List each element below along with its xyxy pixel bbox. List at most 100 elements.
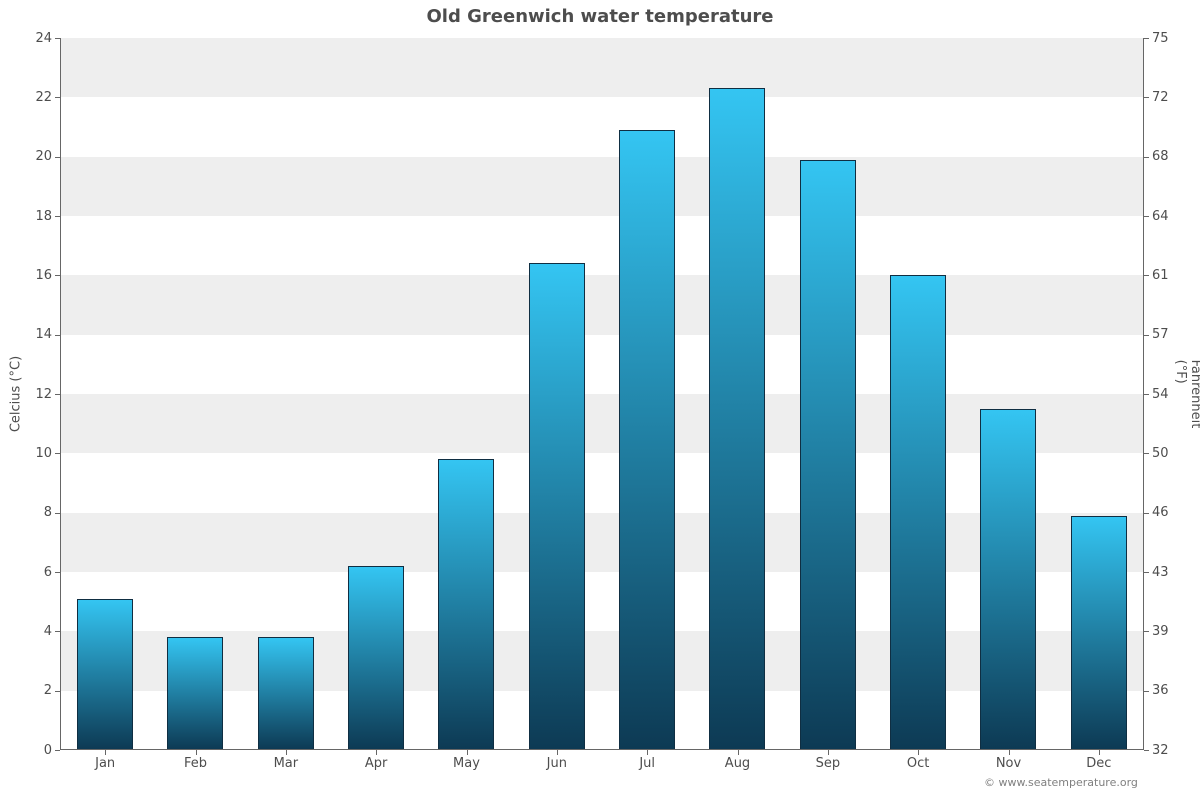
grid-band — [60, 97, 1144, 156]
attribution-text: © www.seatemperature.org — [984, 776, 1138, 789]
x-tick — [738, 750, 739, 755]
x-tick — [647, 750, 648, 755]
y-right-tick — [1144, 572, 1149, 573]
x-tick-label: Dec — [1086, 756, 1111, 771]
y-right-tick — [1144, 38, 1149, 39]
y-left-tick-label: 10 — [35, 446, 52, 461]
y-right-tick-label: 43 — [1152, 565, 1169, 580]
x-tick-label: Sep — [816, 756, 841, 771]
y-left-tick — [55, 513, 60, 514]
y-right-tick — [1144, 157, 1149, 158]
bar — [258, 637, 314, 750]
x-tick — [1009, 750, 1010, 755]
x-tick-label: Nov — [996, 756, 1021, 771]
y-right-tick-label: 39 — [1152, 624, 1169, 639]
y-left-tick — [55, 335, 60, 336]
y-axis-left-label: Celcius (°C) — [9, 356, 24, 432]
y-right-tick — [1144, 97, 1149, 98]
bar — [529, 263, 585, 750]
y-left-tick — [55, 38, 60, 39]
x-tick-label: Jan — [95, 756, 115, 771]
x-tick-label: Mar — [274, 756, 299, 771]
chart-container: Old Greenwich water temperature Celcius … — [0, 0, 1200, 800]
y-right-tick-label: 72 — [1152, 90, 1169, 105]
y-left-tick-label: 18 — [35, 209, 52, 224]
y-left-tick — [55, 216, 60, 217]
x-tick — [105, 750, 106, 755]
x-tick-label: Oct — [907, 756, 929, 771]
y-left-tick-label: 0 — [44, 743, 52, 758]
y-left-tick — [55, 394, 60, 395]
plot-area — [60, 38, 1144, 750]
x-tick-label: Aug — [725, 756, 750, 771]
y-right-tick-label: 68 — [1152, 149, 1169, 164]
bar — [1071, 516, 1127, 750]
y-right-tick — [1144, 394, 1149, 395]
y-left-tick — [55, 691, 60, 692]
y-left-tick-label: 2 — [44, 683, 52, 698]
y-right-tick — [1144, 216, 1149, 217]
y-left-tick-label: 8 — [44, 505, 52, 520]
y-left-tick-label: 6 — [44, 565, 52, 580]
bar — [800, 160, 856, 750]
y-right-tick-label: 64 — [1152, 209, 1169, 224]
x-tick — [376, 750, 377, 755]
x-tick-label: Jul — [639, 756, 655, 771]
y-right-tick — [1144, 453, 1149, 454]
x-tick-label: Feb — [184, 756, 207, 771]
x-tick-label: Apr — [365, 756, 388, 771]
grid-band — [60, 216, 1144, 275]
x-tick — [286, 750, 287, 755]
x-tick — [828, 750, 829, 755]
bar — [890, 275, 946, 750]
bar — [438, 459, 494, 750]
y-right-tick-label: 75 — [1152, 31, 1169, 46]
y-left-tick-label: 16 — [35, 268, 52, 283]
y-right-tick — [1144, 513, 1149, 514]
y-right-tick — [1144, 275, 1149, 276]
y-right-tick-label: 54 — [1152, 387, 1169, 402]
x-tick — [467, 750, 468, 755]
y-left-tick-label: 12 — [35, 387, 52, 402]
x-tick — [557, 750, 558, 755]
y-left-tick-label: 20 — [35, 149, 52, 164]
grid-band — [60, 38, 1144, 97]
y-left-tick — [55, 275, 60, 276]
y-right-tick-label: 46 — [1152, 505, 1169, 520]
x-tick — [918, 750, 919, 755]
y-right-tick — [1144, 750, 1149, 751]
y-left-tick — [55, 453, 60, 454]
bar — [77, 599, 133, 750]
y-right-tick — [1144, 691, 1149, 692]
grid-band — [60, 157, 1144, 216]
x-tick-label: May — [453, 756, 480, 771]
y-right-tick-label: 57 — [1152, 327, 1169, 342]
y-left-tick — [55, 750, 60, 751]
chart-title: Old Greenwich water temperature — [0, 6, 1200, 27]
y-right-tick-label: 50 — [1152, 446, 1169, 461]
y-left-tick-label: 24 — [35, 31, 52, 46]
bar — [167, 637, 223, 750]
y-left-tick — [55, 97, 60, 98]
x-tick — [196, 750, 197, 755]
y-axis-left-line — [60, 38, 61, 750]
y-left-tick — [55, 157, 60, 158]
x-axis-line — [60, 749, 1144, 750]
y-axis-right-label: Fahrenheit (°F) — [1173, 360, 1200, 429]
y-right-tick-label: 61 — [1152, 268, 1169, 283]
y-left-tick — [55, 631, 60, 632]
grid-band — [60, 275, 1144, 334]
y-right-tick-label: 32 — [1152, 743, 1169, 758]
x-tick — [1099, 750, 1100, 755]
y-right-tick — [1144, 631, 1149, 632]
y-left-tick — [55, 572, 60, 573]
y-left-tick-label: 4 — [44, 624, 52, 639]
grid-band — [60, 335, 1144, 394]
y-right-tick-label: 36 — [1152, 683, 1169, 698]
bar — [980, 409, 1036, 750]
bar — [619, 130, 675, 750]
y-left-tick-label: 22 — [35, 90, 52, 105]
x-tick-label: Jun — [547, 756, 567, 771]
y-right-tick — [1144, 335, 1149, 336]
bar — [709, 88, 765, 750]
